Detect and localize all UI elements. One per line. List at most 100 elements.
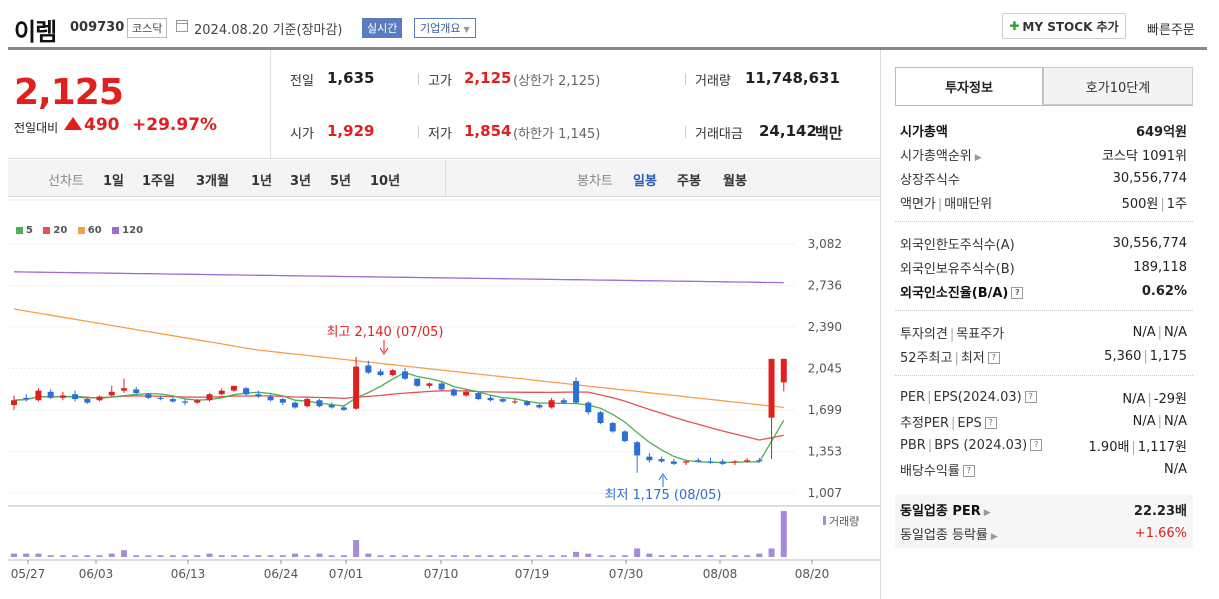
candle-body bbox=[206, 394, 213, 401]
ma5-line bbox=[13, 371, 785, 464]
volume-bar bbox=[695, 555, 702, 557]
legend-swatch-5 bbox=[16, 226, 23, 234]
volume-bar bbox=[597, 555, 604, 557]
candle-body bbox=[609, 423, 616, 432]
foreign-holding-value: 189,118 bbox=[1133, 259, 1187, 275]
high-annotation: 최고 2,140 (07/05) bbox=[326, 325, 443, 340]
volume-bar bbox=[450, 555, 457, 557]
candle-body bbox=[450, 389, 457, 396]
x-tick-label: 05/27 bbox=[11, 567, 46, 581]
candle-body bbox=[768, 358, 775, 418]
period-5y[interactable]: 5년 bbox=[330, 174, 352, 189]
volume-bar bbox=[402, 555, 408, 557]
peer-change-row[interactable]: 동일업종 등락률 ▶ +1.66% bbox=[900, 522, 1187, 544]
help-icon[interactable]: ? bbox=[1011, 287, 1024, 299]
stock-chart[interactable]: 거래량 3,0822,7362,3902,0451,6991,3531,007 … bbox=[0, 196, 880, 599]
opinion-row: 투자의견 | 목표주가 N/A | N/A bbox=[900, 324, 1187, 342]
period-1y[interactable]: 1년 bbox=[251, 174, 273, 189]
volume-bar bbox=[463, 555, 470, 557]
divider bbox=[895, 221, 1193, 223]
candle-daily[interactable]: 일봉 bbox=[633, 174, 657, 189]
help-icon[interactable]: ? bbox=[962, 465, 975, 477]
candle-body bbox=[585, 402, 592, 413]
peer-per-row[interactable]: 동일업종 PER ▶ 22.23배 bbox=[900, 498, 1187, 520]
est-eps-value: N/A bbox=[1164, 413, 1187, 429]
volume-bar bbox=[340, 555, 347, 557]
help-icon[interactable]: ? bbox=[987, 352, 1000, 364]
volume-bar bbox=[120, 550, 127, 557]
help-icon[interactable]: ? bbox=[1030, 439, 1043, 451]
foreign-ratio-label: 외국인소진율(B/A) bbox=[900, 285, 1009, 301]
candle-monthly[interactable]: 월봉 bbox=[723, 174, 747, 189]
volume-bar bbox=[646, 553, 653, 557]
chevron-right-icon: ▶ bbox=[974, 152, 982, 163]
volume-bar bbox=[353, 539, 360, 557]
divider bbox=[685, 126, 686, 138]
volume-label: 거래량 bbox=[829, 515, 859, 528]
period-1w[interactable]: 1주일 bbox=[142, 174, 175, 189]
foreign-holding-row: 외국인보유주식수(B) 189,118 bbox=[900, 256, 1187, 278]
period-1d[interactable]: 1일 bbox=[103, 174, 125, 189]
volume-bar bbox=[47, 555, 54, 557]
header-divider bbox=[8, 47, 1207, 50]
company-overview-dropdown[interactable]: 기업개요 ▼ bbox=[414, 18, 476, 38]
market-cap-rank-label: 시가총액순위 bbox=[900, 148, 972, 164]
x-tick-label: 07/30 bbox=[609, 567, 644, 581]
dividend-label: 배당수익률 bbox=[900, 463, 960, 479]
candle-body bbox=[511, 401, 518, 403]
volume-bar bbox=[658, 555, 665, 557]
legend-swatch-60 bbox=[77, 226, 85, 234]
pbr-value: 1.90배 bbox=[1088, 439, 1130, 455]
foreign-limit-row: 외국인한도주식수(A) 30,556,774 bbox=[900, 232, 1187, 254]
dividend-value: N/A bbox=[1164, 461, 1187, 477]
52week-low-label: 최저 bbox=[960, 350, 985, 366]
volume-bar bbox=[426, 555, 433, 557]
volume-bar bbox=[84, 555, 91, 557]
volume-bar bbox=[182, 555, 189, 557]
candle-body bbox=[573, 381, 580, 403]
candle-body bbox=[133, 389, 140, 394]
volume-bar bbox=[206, 553, 213, 557]
est-per-value: N/A bbox=[1132, 413, 1156, 429]
x-tick-label: 06/03 bbox=[79, 567, 114, 581]
y-tick-label: 1,007 bbox=[808, 486, 842, 500]
period-3y[interactable]: 3년 bbox=[290, 174, 312, 189]
volume-bar bbox=[328, 555, 335, 557]
candle-body bbox=[646, 456, 653, 461]
market-cap-rank-row[interactable]: 시가총액순위 ▶ 코스닥 1091위 bbox=[900, 143, 1187, 165]
divider bbox=[685, 73, 686, 85]
help-icon[interactable]: ? bbox=[984, 417, 997, 429]
52week-high-label: 52주최고 bbox=[900, 350, 953, 366]
volume-bar bbox=[548, 555, 555, 557]
candle-body bbox=[316, 400, 323, 407]
volume-bar bbox=[414, 555, 421, 557]
candle-body bbox=[707, 461, 714, 463]
candle-body bbox=[377, 371, 384, 376]
x-tick-label: 07/10 bbox=[424, 567, 459, 581]
candle-body bbox=[96, 396, 103, 401]
period-10y[interactable]: 10년 bbox=[370, 174, 401, 189]
candle-body bbox=[11, 400, 17, 406]
base-date: 2024.08.20 기준(장마감) bbox=[194, 23, 343, 38]
period-bar bbox=[8, 160, 880, 197]
52week-row: 52주최고 | 최저? 5,360 | 1,175 bbox=[900, 348, 1187, 366]
volume-bar bbox=[304, 555, 311, 557]
volume-bar bbox=[609, 555, 616, 557]
arrow-down-icon bbox=[379, 347, 389, 355]
candle-body bbox=[634, 442, 641, 456]
realtime-button[interactable]: 실시간 bbox=[362, 18, 403, 38]
tab-orderbook[interactable]: 호가10단계 bbox=[1043, 67, 1193, 105]
candle-weekly[interactable]: 주봉 bbox=[677, 174, 701, 189]
help-icon[interactable]: ? bbox=[1024, 391, 1037, 403]
foreign-holding-label: 외국인보유주식수(B) bbox=[900, 261, 1015, 277]
tab-investment-info[interactable]: 투자정보 bbox=[895, 67, 1043, 105]
x-tick-label: 06/24 bbox=[264, 567, 299, 581]
par-value: 500원 bbox=[1121, 196, 1159, 212]
candle-body bbox=[255, 394, 262, 397]
amount-unit: 백만 bbox=[815, 124, 843, 142]
quick-order-link[interactable]: 빠른주문 bbox=[1147, 23, 1195, 38]
my-stock-add-button[interactable]: ✚ MY STOCK 추가 bbox=[1002, 13, 1126, 39]
period-3m[interactable]: 3개월 bbox=[196, 174, 229, 189]
candle-body bbox=[475, 393, 482, 400]
candle-body bbox=[84, 399, 91, 403]
